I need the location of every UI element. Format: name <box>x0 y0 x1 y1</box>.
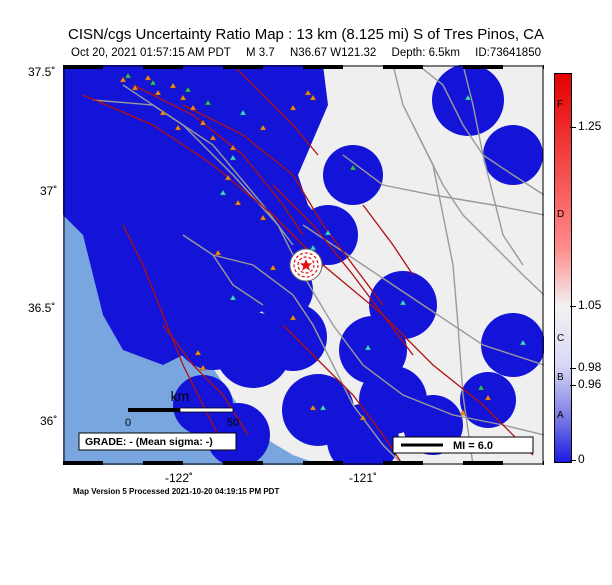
uncertainty-colorbar <box>554 73 572 463</box>
station-triangle-icon <box>124 72 485 391</box>
scale-unit: km <box>171 388 190 404</box>
event-magnitude: M 3.7 <box>246 47 275 59</box>
epicenter-star-icon <box>289 248 323 282</box>
grade-text: GRADE: - (Mean sigma: -) <box>85 436 213 448</box>
mi-legend-label: MI = 6.0 <box>453 440 493 452</box>
colorbar-tick-0.98: 0.98 <box>578 360 602 374</box>
map-canvas: km 0 50 GRADE: - (Mean sigma: -) MI = 6.… <box>63 65 544 465</box>
lat-label-36.5: 36.5˚ <box>28 301 56 315</box>
event-location: N36.67 W121.32 <box>290 47 377 59</box>
colorbar-tick-1.05: 1.05 <box>578 298 602 312</box>
colorbar-tick-0.96: 0.96 <box>578 377 602 391</box>
roads <box>92 65 544 465</box>
colorbar-letter-f: F <box>557 99 564 110</box>
lat-label-37: 37˚ <box>40 184 58 198</box>
colorbar-tick-1.25: 1.25 <box>578 119 602 133</box>
scale-bar: km 0 50 <box>125 388 239 429</box>
colorbar-letter-d: D <box>557 209 565 220</box>
mi-legend: MI = 6.0 <box>392 436 534 454</box>
event-depth: Depth: 6.5km <box>391 47 460 59</box>
map-ticks <box>63 65 544 465</box>
event-date: Oct 20, 2021 01:57:15 AM PDT <box>71 47 231 59</box>
event-id: ID:73641850 <box>475 47 541 59</box>
lat-label-37.5: 37.5˚ <box>28 65 56 79</box>
lon-label-122: -122˚ <box>165 471 194 485</box>
map-title: CISN/cgs Uncertainty Ratio Map : 13 km (… <box>67 26 544 43</box>
station-triangle-icon <box>119 74 492 465</box>
colorbar-letter-c: C <box>557 333 565 344</box>
faults <box>82 65 534 465</box>
lat-label-36: 36˚ <box>40 414 58 428</box>
colorbar-letter-b: B <box>557 372 564 383</box>
lon-label-121: -121˚ <box>349 471 378 485</box>
map-version-footer: Map Version 5 Processed 2021-10-20 04:19… <box>73 487 280 496</box>
stations <box>119 72 527 465</box>
colorbar-tick-0: 0 <box>578 452 585 466</box>
scale-tick-0: 0 <box>125 417 131 429</box>
grade-box: GRADE: - (Mean sigma: -) <box>78 432 237 451</box>
event-info: Oct 20, 2021 01:57:15 AM PDT M 3.7 N36.6… <box>0 47 612 59</box>
scale-tick-50: 50 <box>227 417 239 429</box>
colorbar-letter-a: A <box>557 410 564 421</box>
station-triangle-icon <box>219 94 527 411</box>
